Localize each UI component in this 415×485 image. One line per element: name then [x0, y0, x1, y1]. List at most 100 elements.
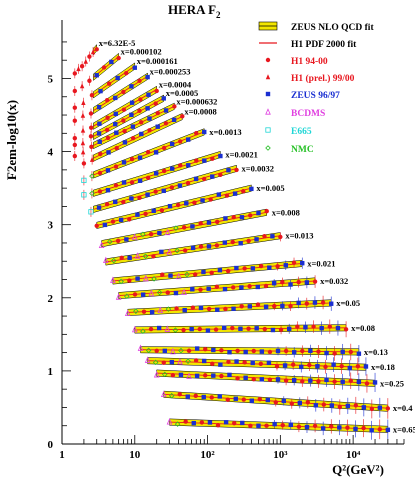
data-point: [201, 394, 206, 400]
data-point: [337, 425, 342, 430]
data-point: [153, 150, 159, 155]
data-point: [230, 325, 235, 331]
data-point: [154, 348, 159, 353]
data-point: [174, 306, 179, 311]
y-tick-label: 0: [48, 439, 54, 451]
data-point: [151, 254, 156, 259]
data-point: [107, 238, 113, 245]
data-point: [162, 371, 168, 378]
data-point: [300, 379, 305, 384]
data-point: [72, 118, 78, 123]
data-point: [137, 195, 142, 201]
bin-label: x=0.032: [320, 276, 348, 286]
data-point: [98, 241, 105, 249]
data-point: [184, 201, 189, 206]
data-point: [113, 164, 119, 169]
data-point: [170, 373, 176, 378]
data-point: [278, 327, 284, 332]
data-point: [214, 243, 220, 248]
data-point: [243, 375, 248, 380]
data-point: [280, 279, 285, 285]
data-point: [153, 101, 158, 106]
data-point: [98, 88, 103, 94]
data-point: [369, 428, 374, 433]
data-point: [132, 292, 138, 297]
data-point: [250, 266, 256, 271]
data-point: [137, 78, 142, 83]
data-point: [247, 304, 253, 309]
data-point: [121, 89, 126, 95]
data-point: [164, 228, 171, 236]
data-point: [124, 237, 129, 242]
legend-label: ZEUS 96/97: [291, 91, 340, 101]
data-point: [283, 263, 288, 268]
data-point: [83, 58, 88, 64]
data-point: [148, 231, 154, 237]
data-point: [193, 272, 198, 277]
data-point: [267, 377, 273, 382]
data-point: [329, 403, 335, 408]
data-point: [122, 128, 127, 134]
data-point: [258, 361, 264, 367]
data-point: [191, 420, 196, 426]
bin-label: x=0.000253: [150, 66, 191, 76]
data-point: [207, 420, 213, 425]
data-point: [270, 327, 276, 333]
bin-label: x=0.4: [393, 403, 413, 413]
data-point: [145, 175, 151, 181]
data-point: [259, 349, 265, 354]
data-point: [329, 301, 334, 306]
data-point: [345, 425, 350, 430]
data-point: [248, 213, 253, 218]
data-point: [297, 400, 303, 406]
data-point: [283, 378, 289, 383]
bin-label: x=0.008: [272, 207, 300, 217]
data-point: [340, 349, 345, 354]
data-point: [184, 271, 190, 278]
data-point: [258, 263, 264, 269]
data-point: [161, 145, 167, 151]
legend-marker: [265, 145, 271, 151]
data-point: [324, 377, 329, 383]
data-point: [308, 348, 313, 354]
data-point: [138, 97, 143, 102]
data-point: [137, 178, 143, 183]
data-point: [118, 217, 124, 223]
data-point: [218, 362, 223, 367]
data-point: [296, 279, 301, 285]
data-point: [81, 177, 87, 183]
data-point: [263, 304, 269, 309]
data-point: [145, 74, 150, 80]
data-point: [210, 361, 215, 367]
data-point: [234, 265, 239, 271]
data-point: [363, 364, 369, 369]
data-point: [337, 404, 343, 410]
data-point: [198, 305, 204, 311]
data-point: [104, 202, 110, 207]
data-point: [147, 128, 152, 133]
data-point: [137, 155, 143, 160]
data-point: [291, 350, 297, 355]
data-point: [186, 163, 191, 168]
data-point: [194, 346, 200, 351]
data-point: [209, 270, 214, 276]
data-point: [131, 325, 138, 333]
data-point: [348, 349, 354, 355]
data-point: [181, 288, 187, 295]
data-point: [286, 326, 292, 332]
data-point: [223, 306, 228, 312]
data-point: [114, 130, 119, 135]
data-point: [267, 265, 272, 270]
data-point: [165, 290, 170, 295]
x-axis-label: Q²(GeV²): [332, 462, 384, 477]
data-point: [88, 125, 94, 130]
data-point: [140, 328, 146, 334]
data-point: [203, 346, 208, 352]
data-point: [194, 158, 199, 163]
data-point: [105, 135, 111, 141]
bin-label: x=6.32E-5: [99, 38, 136, 48]
bin-label: x=0.65: [393, 424, 415, 434]
data-point: [72, 71, 78, 76]
data-point: [135, 212, 140, 217]
data-point: [144, 356, 151, 363]
